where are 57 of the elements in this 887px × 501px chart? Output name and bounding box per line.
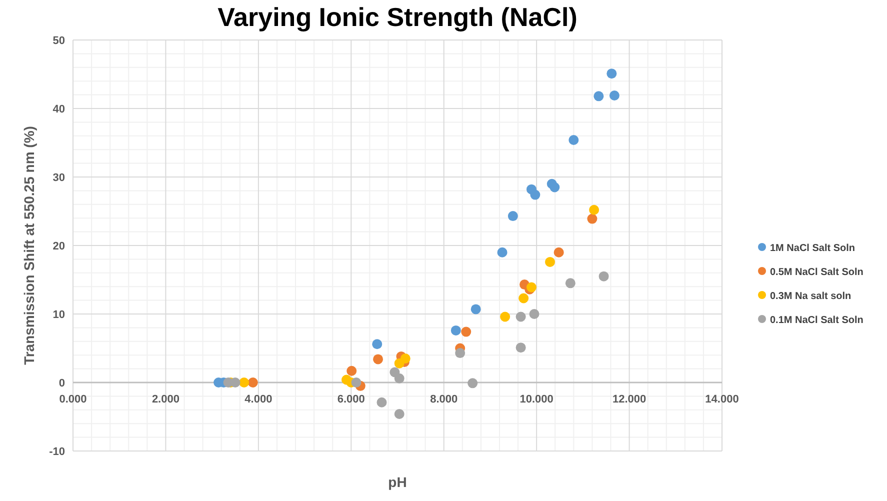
x-axis-title: pH bbox=[388, 474, 407, 490]
y-tick-label: 40 bbox=[52, 104, 65, 116]
y-axis-title: Transmission Shift at 550.25 nm (%) bbox=[21, 126, 37, 365]
point bbox=[450, 325, 461, 336]
point bbox=[400, 354, 410, 364]
point bbox=[587, 214, 598, 224]
point bbox=[346, 366, 357, 376]
point bbox=[394, 409, 404, 420]
point bbox=[248, 378, 258, 388]
y-tick-label: 50 bbox=[52, 35, 65, 47]
point bbox=[565, 278, 576, 288]
point bbox=[468, 378, 478, 388]
point bbox=[518, 293, 529, 304]
point bbox=[568, 135, 579, 146]
x-tick-label: 14.000 bbox=[705, 394, 739, 406]
x-tick-label: 8.000 bbox=[430, 394, 458, 406]
x-tick-label: 6.000 bbox=[337, 394, 365, 406]
point bbox=[500, 312, 510, 322]
point bbox=[516, 342, 526, 353]
legend-label: 0.1M NaCl Salt Soln bbox=[770, 315, 864, 326]
y-tick-label: 20 bbox=[52, 240, 65, 252]
y-tick-label: 0 bbox=[58, 378, 65, 390]
point bbox=[554, 247, 564, 258]
legend-label: 0.3M Na salt soln bbox=[770, 291, 852, 302]
point bbox=[394, 373, 404, 384]
point bbox=[351, 378, 362, 388]
point bbox=[230, 378, 240, 388]
x-tick-label: 2.000 bbox=[152, 394, 180, 406]
legend-label: 0.5M NaCl Salt Soln bbox=[770, 267, 864, 278]
point bbox=[508, 211, 518, 222]
point bbox=[589, 204, 600, 215]
legend-label: 1M NaCl Salt Soln bbox=[770, 243, 856, 254]
point bbox=[598, 271, 609, 282]
point bbox=[545, 256, 556, 267]
chart-title: Varying Ionic Strength (NaCl) bbox=[218, 2, 578, 32]
point bbox=[609, 90, 620, 100]
point bbox=[550, 182, 560, 192]
point bbox=[529, 309, 540, 319]
x-tick-label: 0.000 bbox=[59, 394, 87, 406]
point bbox=[606, 68, 617, 79]
point bbox=[594, 91, 604, 102]
point bbox=[376, 397, 387, 408]
y-tick-label: 30 bbox=[52, 172, 65, 184]
point bbox=[372, 339, 382, 350]
x-tick-label: 12.000 bbox=[612, 394, 646, 406]
point bbox=[373, 354, 384, 364]
y-tick-label: 10 bbox=[52, 309, 65, 321]
x-tick-label: 10.000 bbox=[520, 394, 554, 406]
point bbox=[455, 348, 466, 358]
point bbox=[470, 304, 481, 314]
x-tick-label: 4.000 bbox=[244, 394, 272, 406]
point bbox=[516, 312, 526, 322]
point bbox=[497, 247, 508, 258]
point bbox=[461, 326, 472, 337]
y-tick-label: -10 bbox=[49, 446, 65, 458]
point bbox=[530, 190, 540, 200]
point bbox=[239, 378, 250, 388]
